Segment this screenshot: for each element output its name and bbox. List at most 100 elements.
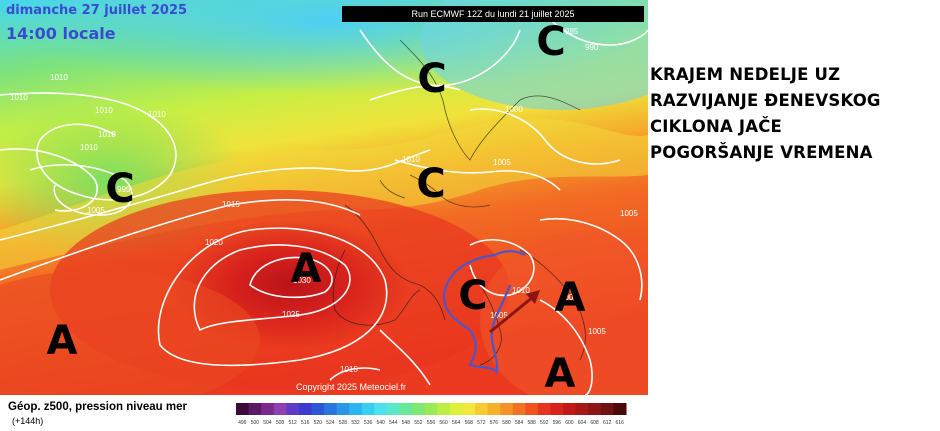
isobar-value-label: 1010: [50, 73, 68, 82]
legend-subtitle: (+144h): [12, 416, 44, 426]
legend-tick-label: 592: [540, 420, 549, 426]
legend-swatch: [600, 403, 614, 415]
coastlines: [332, 39, 586, 366]
legend-swatch: [261, 403, 275, 415]
legend-tick-label: 576: [490, 420, 499, 426]
isobar-value-label: 1015: [340, 365, 358, 374]
legend-swatch: [374, 403, 388, 415]
isobar-value-label: 1010: [10, 93, 28, 102]
isobars: [0, 9, 648, 395]
isobar-value-label: 1005: [87, 206, 105, 215]
legend-swatch: [437, 403, 451, 415]
isobar-value-label: 995: [117, 185, 131, 194]
east-hot-area: [480, 230, 648, 395]
legend-tick-label: 572: [477, 420, 486, 426]
legend-tick-label: 536: [364, 420, 373, 426]
isobar-value-label: 1005: [588, 327, 606, 336]
isobar-value-label: 1025: [282, 310, 300, 319]
isobar-value-label: 1010: [148, 110, 166, 119]
isobar-value-label: 990: [585, 43, 599, 52]
legend-swatch: [412, 403, 426, 415]
copyright-text: Copyright 2025 Meteociel.fr: [296, 382, 407, 392]
legend-swatch: [500, 403, 514, 415]
low-pressure-label-north-atlantic: C: [105, 166, 134, 212]
legend-tick-label: 520: [314, 420, 323, 426]
legend-swatch: [399, 403, 413, 415]
isobar-value-label: 985: [565, 27, 579, 36]
cyclone-motion-arrow: [489, 290, 540, 334]
legend-swatch: [298, 403, 312, 415]
legend-tick-label: 588: [527, 420, 536, 426]
legend-tick-label: 528: [339, 420, 348, 426]
legend-swatch: [236, 403, 250, 415]
legend-tick-label: 556: [427, 420, 436, 426]
valid-time: 14:00 locale: [6, 24, 116, 43]
caption-line-2: RAZVIJANJE ĐENEVSKOG: [650, 91, 881, 110]
legend-tick-label: 524: [326, 420, 335, 426]
legend-tick-label: 508: [276, 420, 285, 426]
legend-tick-label: 540: [377, 420, 386, 426]
legend-swatch: [563, 403, 577, 415]
legend-swatch: [324, 403, 338, 415]
legend-swatch: [248, 403, 262, 415]
legend-swatch: [462, 403, 476, 415]
legend-tick-label: 564: [452, 420, 461, 426]
low-pressure-label-genoa: C: [458, 273, 487, 319]
legend-swatch: [487, 403, 501, 415]
high-pressure-label-iberia: A: [291, 246, 322, 292]
legend-tick-label: 560: [439, 420, 448, 426]
color-legend: 496 500 504 508 512 516 520 524 528 532 536 540 544 5…: [236, 403, 627, 426]
isobar-value-label: 1010: [512, 286, 530, 295]
legend-tick-label: 548: [402, 420, 411, 426]
isobar-label-group: 1010101010101010101010109951005101510201…: [10, 27, 638, 374]
cyclone-track-tail: [494, 250, 526, 256]
legend-swatch: [525, 403, 539, 415]
isobar-value-label: 1010: [98, 130, 116, 139]
legend-swatch: [449, 403, 463, 415]
isobar-value-label: 1005: [493, 158, 511, 167]
low-pressure-label-scandinavia: C: [536, 19, 565, 65]
legend-tick-label: 604: [578, 420, 587, 426]
legend-swatch: [550, 403, 564, 415]
high-pressure-label-aegean: A: [545, 351, 576, 395]
legend-tick-label: 552: [414, 420, 423, 426]
legend-tick-label: 580: [502, 420, 511, 426]
isobar-value-label: 1010: [95, 106, 113, 115]
high-pressure-label-balkans: A: [555, 275, 586, 321]
high-pressure-label-atlantic: A: [47, 318, 78, 364]
legend-swatch: [349, 403, 363, 415]
isobar-value-label: 1010: [80, 143, 98, 152]
isobar-value-label: 1010: [402, 155, 420, 164]
low-pressure-label-north-sea: C: [417, 56, 446, 102]
legend-tick-label: 584: [515, 420, 524, 426]
legend-tick-label: 504: [263, 420, 272, 426]
legend-swatch: [475, 403, 489, 415]
valid-date: dimanche 27 juillet 2025: [6, 3, 188, 18]
legend-tick-label: 516: [301, 420, 310, 426]
legend-tick-label: 600: [565, 420, 574, 426]
isobar-value-label: 1015: [222, 200, 240, 209]
cold-air-area-east: [420, 0, 648, 110]
caption-line-1: KRAJEM NEDELJE UZ: [650, 65, 841, 84]
isobar-value-label: 1020: [205, 238, 223, 247]
legend-swatch: [588, 403, 602, 415]
isobar-value-label: 1005: [620, 209, 638, 218]
map-canvas: 1010101010101010101010109951005101510201…: [0, 0, 648, 395]
forecast-caption: KRAJEM NEDELJE UZ RAZVIJANJE ĐENEVSKOG C…: [650, 62, 935, 166]
isobar-value-label: 1005: [560, 293, 578, 302]
low-pressure-label-denmark: C: [416, 161, 445, 207]
legend-swatch: [424, 403, 438, 415]
legend-tick-label: 500: [251, 420, 260, 426]
legend-swatch: [361, 403, 375, 415]
isobar-value-label: 1000: [505, 105, 523, 114]
legend-tick-label: 596: [553, 420, 562, 426]
legend-tick-label: 512: [288, 420, 297, 426]
legend-tick-label: 496: [238, 420, 247, 426]
isobar-value-label: 1005: [490, 311, 508, 320]
legend-swatch: [311, 403, 325, 415]
run-label: Run ECMWF 12Z du lundi 21 juillet 2025: [342, 6, 644, 22]
legend-tick-label: 612: [603, 420, 612, 426]
legend-swatch: [575, 403, 589, 415]
legend-swatch: [286, 403, 300, 415]
